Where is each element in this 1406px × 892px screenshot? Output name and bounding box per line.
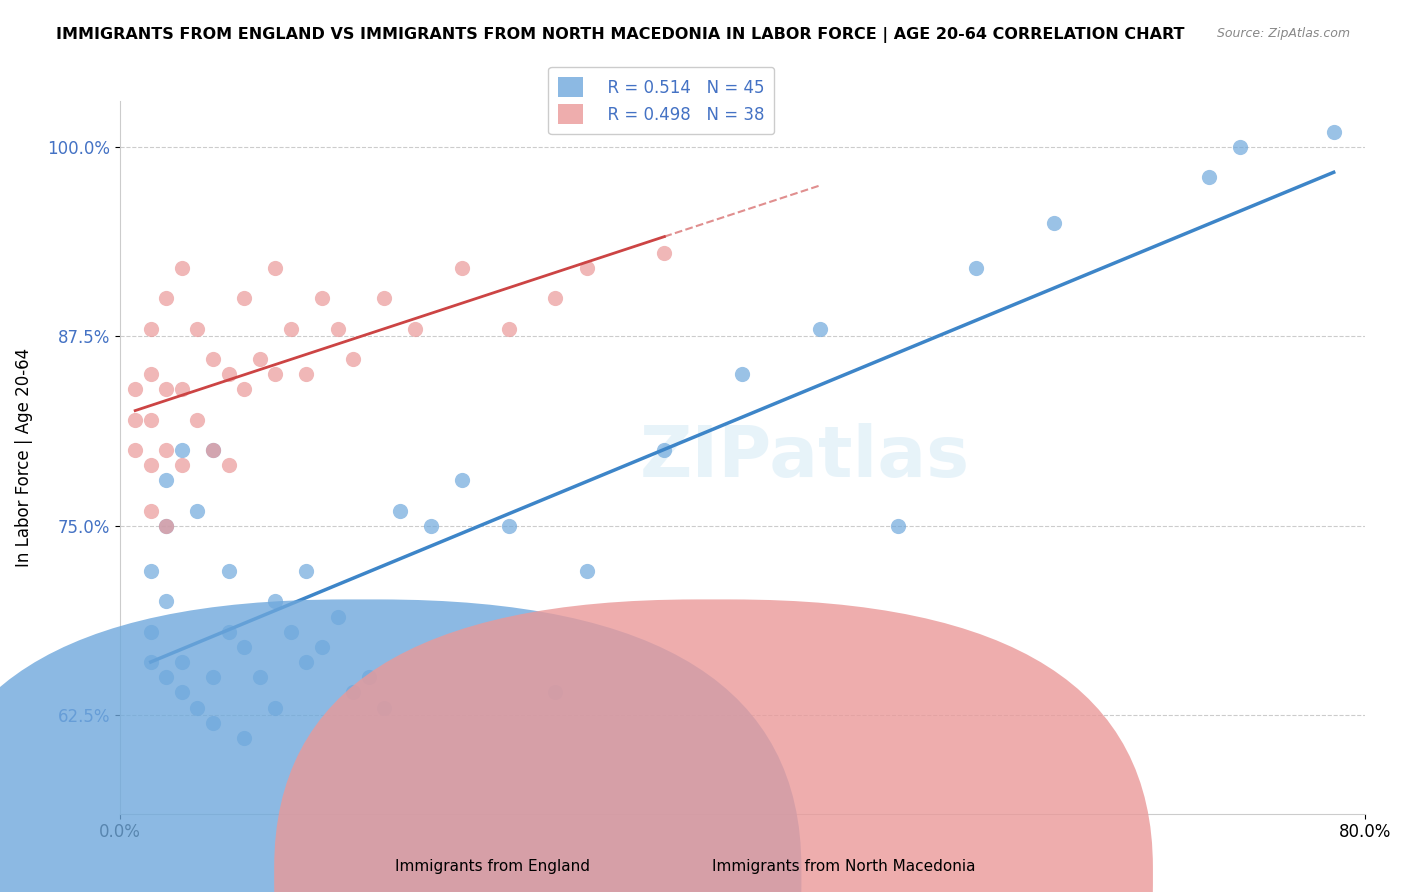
Point bbox=[155, 442, 177, 457]
Point bbox=[887, 518, 910, 533]
Text: ZIPatlas: ZIPatlas bbox=[640, 423, 970, 492]
Point bbox=[451, 261, 474, 276]
Point bbox=[575, 564, 598, 578]
Point bbox=[186, 700, 208, 714]
Point bbox=[201, 351, 224, 366]
Point bbox=[170, 685, 193, 699]
Point bbox=[155, 670, 177, 684]
Point bbox=[155, 382, 177, 396]
Point bbox=[186, 321, 208, 335]
Point bbox=[139, 624, 162, 639]
Point bbox=[357, 670, 380, 684]
Point bbox=[218, 624, 240, 639]
Point bbox=[218, 367, 240, 381]
Point bbox=[170, 261, 193, 276]
Point bbox=[295, 655, 318, 669]
Point bbox=[419, 518, 441, 533]
Point bbox=[124, 412, 146, 426]
Point bbox=[311, 292, 333, 306]
Y-axis label: In Labor Force | Age 20-64: In Labor Force | Age 20-64 bbox=[15, 348, 32, 567]
Point bbox=[139, 367, 162, 381]
Text: Immigrants from North Macedonia: Immigrants from North Macedonia bbox=[711, 859, 976, 874]
Point bbox=[139, 655, 162, 669]
Point bbox=[654, 246, 676, 260]
Point bbox=[139, 458, 162, 472]
Point bbox=[233, 382, 256, 396]
Point bbox=[249, 670, 271, 684]
Point bbox=[1198, 170, 1220, 185]
Point bbox=[170, 655, 193, 669]
Point bbox=[233, 292, 256, 306]
Point bbox=[295, 564, 318, 578]
Point bbox=[731, 367, 754, 381]
Point bbox=[311, 640, 333, 654]
Point bbox=[295, 367, 318, 381]
Point bbox=[170, 442, 193, 457]
Point bbox=[186, 412, 208, 426]
Point bbox=[326, 609, 349, 624]
Point bbox=[218, 458, 240, 472]
Point bbox=[155, 292, 177, 306]
Point bbox=[139, 321, 162, 335]
Point bbox=[373, 292, 395, 306]
Point bbox=[654, 442, 676, 457]
Point bbox=[342, 685, 364, 699]
Point bbox=[965, 261, 987, 276]
Point bbox=[170, 382, 193, 396]
Point bbox=[342, 351, 364, 366]
Point bbox=[155, 594, 177, 608]
Point bbox=[218, 564, 240, 578]
Text: IMMIGRANTS FROM ENGLAND VS IMMIGRANTS FROM NORTH MACEDONIA IN LABOR FORCE | AGE : IMMIGRANTS FROM ENGLAND VS IMMIGRANTS FR… bbox=[56, 27, 1185, 43]
Point bbox=[155, 518, 177, 533]
Text: Immigrants from England: Immigrants from England bbox=[395, 859, 589, 874]
Point bbox=[233, 731, 256, 745]
Point bbox=[201, 442, 224, 457]
Point bbox=[155, 473, 177, 487]
Point bbox=[451, 473, 474, 487]
Point bbox=[264, 594, 287, 608]
Point bbox=[373, 700, 395, 714]
Point bbox=[404, 321, 426, 335]
Point bbox=[201, 442, 224, 457]
Point bbox=[186, 503, 208, 517]
Point bbox=[170, 458, 193, 472]
Point bbox=[280, 624, 302, 639]
Point bbox=[544, 685, 567, 699]
Point bbox=[544, 292, 567, 306]
Point bbox=[808, 321, 831, 335]
Point bbox=[280, 321, 302, 335]
Point bbox=[155, 518, 177, 533]
Point bbox=[498, 518, 520, 533]
Point bbox=[498, 321, 520, 335]
Point bbox=[139, 503, 162, 517]
Point bbox=[575, 261, 598, 276]
Point bbox=[264, 261, 287, 276]
Point bbox=[124, 442, 146, 457]
Point bbox=[264, 700, 287, 714]
Point bbox=[201, 715, 224, 730]
Point bbox=[124, 382, 146, 396]
Point bbox=[139, 412, 162, 426]
Text: Source: ZipAtlas.com: Source: ZipAtlas.com bbox=[1216, 27, 1350, 40]
Point bbox=[1323, 125, 1346, 139]
Point bbox=[1229, 140, 1251, 154]
Point bbox=[1042, 216, 1064, 230]
Point bbox=[139, 564, 162, 578]
Point bbox=[264, 367, 287, 381]
Point bbox=[249, 351, 271, 366]
Legend:   R = 0.514   N = 45,   R = 0.498   N = 38: R = 0.514 N = 45, R = 0.498 N = 38 bbox=[548, 67, 775, 135]
Point bbox=[388, 503, 411, 517]
Point bbox=[326, 321, 349, 335]
Point bbox=[233, 640, 256, 654]
Point bbox=[201, 670, 224, 684]
